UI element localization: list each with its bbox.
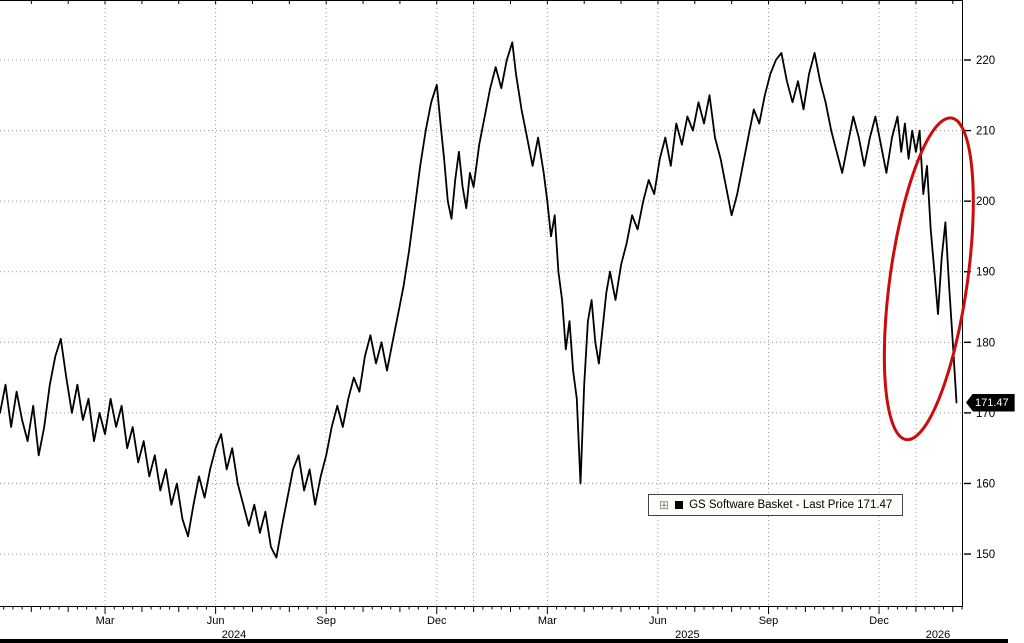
y-axis-tick-label: 180 (976, 337, 995, 349)
legend-label: GS Software Basket - Last Price 171.47 (689, 499, 893, 511)
selloff-highlight-ellipse (882, 116, 975, 442)
x-axis-month-label: Sep (316, 615, 336, 627)
x-axis-year-label: 2026 (926, 629, 950, 641)
x-axis-year-label: 2025 (675, 629, 699, 641)
y-axis-tick-label: 190 (976, 267, 995, 279)
x-axis-month-label: Dec (427, 615, 447, 627)
x-axis-month-label: Mar (538, 615, 557, 627)
legend-expand-icon[interactable]: ⊞ (659, 498, 670, 512)
y-axis-tick-label: 220 (976, 55, 995, 67)
x-axis-month-label: Sep (759, 615, 779, 627)
x-axis-month-label: Mar (96, 615, 115, 627)
chart-legend[interactable]: ⊞ GS Software Basket - Last Price 171.47 (648, 494, 904, 516)
y-axis-tick-label: 200 (976, 196, 995, 208)
price-line-series (0, 41, 958, 559)
x-axis-year-label: 2024 (222, 629, 246, 641)
y-axis-tick-label: 210 (976, 126, 995, 138)
x-axis-month-label: Jun (207, 615, 225, 627)
series-swatch-icon (675, 501, 684, 509)
y-axis-tick-label: 150 (976, 549, 995, 561)
x-axis-month-label: Dec (869, 615, 889, 627)
last-price-badge: 171.47 (966, 393, 1015, 412)
bottom-frame-bar (0, 639, 1008, 643)
x-axis-month-label: Jun (649, 615, 667, 627)
y-axis-tick-label: 160 (976, 478, 995, 490)
